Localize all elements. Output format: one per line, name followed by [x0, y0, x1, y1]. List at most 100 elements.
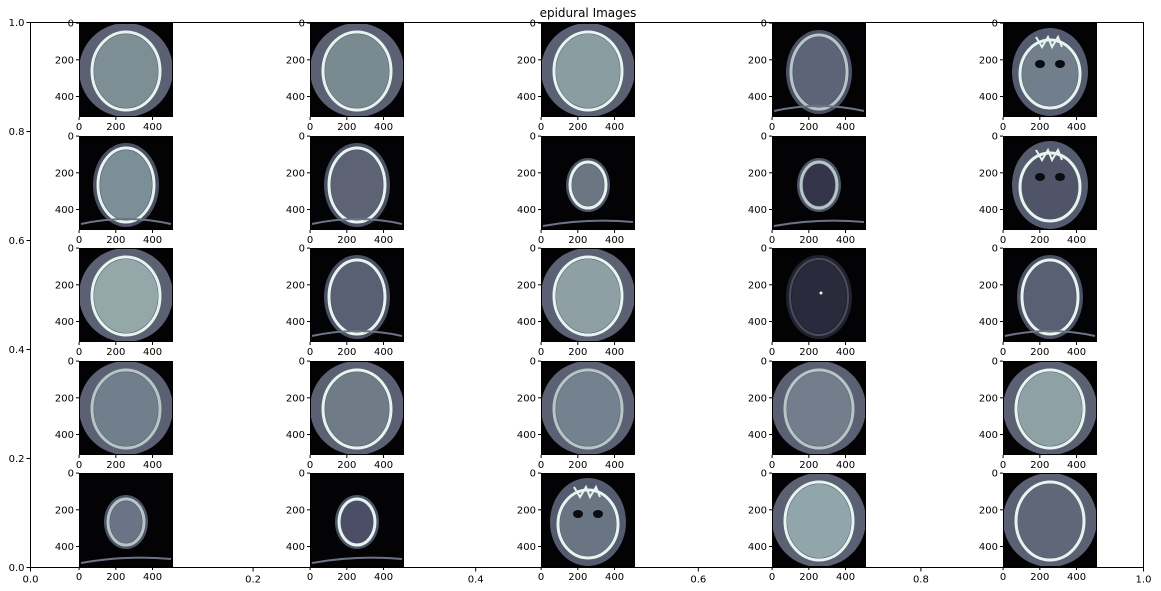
panel-y-tick-label: 0 — [992, 132, 998, 143]
panel-y-tick-label: 200 — [55, 505, 74, 516]
panel-x-tick-label: 400 — [836, 460, 855, 471]
panel-x-tick-label: 0 — [1000, 347, 1006, 358]
panel-y-tick-label: 200 — [517, 55, 536, 66]
image-panel-r4c3: 0 0 200 200 400 400 — [517, 357, 635, 471]
image-panel-r2c4: 0 0 200 200 400 400 — [748, 132, 866, 246]
brain-tissue — [341, 501, 373, 543]
panel-y-tick-label: 200 — [517, 393, 536, 404]
panel-x-tick-label: 200 — [1030, 572, 1049, 583]
brain-tissue — [94, 34, 158, 108]
panel-y-tick-label: 0 — [299, 469, 305, 480]
outer-x-tick-label: 0.2 — [245, 575, 261, 586]
image-panel-r2c1: 0 0 200 200 400 400 — [55, 132, 173, 246]
panel-frame — [79, 136, 173, 230]
panel-y-tick-label: 200 — [55, 168, 74, 179]
skull-outline — [783, 480, 855, 562]
panel-y-tick-label: 0 — [68, 19, 74, 30]
image-panel-r5c1: 0 0 200 200 400 400 — [55, 469, 173, 583]
panel-x-tick-label: 0 — [76, 122, 82, 133]
image-panel-r3c5: 0 0 200 200 400 400 — [979, 244, 1097, 358]
panel-x-tick-label: 400 — [143, 235, 162, 246]
panel-y-tick-label: 200 — [979, 55, 998, 66]
panel-y-tick-label: 200 — [748, 168, 767, 179]
brain-tissue — [1018, 484, 1082, 558]
outer-x-tick-label: 1.0 — [1136, 575, 1152, 586]
panel-x-tick-label: 400 — [1067, 235, 1086, 246]
image-panel-grid: 0020020040040000200200400400002002004004… — [55, 19, 1097, 583]
panel-frame — [310, 473, 404, 567]
panel-y-tick-label: 400 — [748, 205, 767, 216]
panel-y-tick-label: 400 — [55, 317, 74, 328]
image-panel-r4c5: 0 0 200 200 400 400 — [979, 357, 1097, 471]
panel-y-tick-label: 0 — [299, 132, 305, 143]
image-panel-r4c2: 0 0 200 200 400 400 — [286, 357, 404, 471]
panel-y-tick-label: 0 — [530, 132, 536, 143]
panel-x-tick-label: 400 — [143, 460, 162, 471]
skull-outline — [327, 146, 387, 224]
panel-x-tick-label: 400 — [605, 347, 624, 358]
brain-tissue — [331, 262, 383, 332]
panel-x-tick-label: 400 — [1067, 122, 1086, 133]
skull-outline — [1014, 368, 1086, 450]
panel-y-tick-label: 400 — [748, 542, 767, 553]
panel-frame — [1003, 23, 1097, 117]
panel-frame — [310, 248, 404, 342]
brain-tissue — [556, 372, 620, 446]
outer-y-tick-label: 1.0 — [9, 18, 25, 29]
panel-x-tick-label: 0 — [76, 572, 82, 583]
skull-outline — [90, 30, 162, 112]
panel-x-tick-label: 0 — [1000, 235, 1006, 246]
panel-y-tick-label: 400 — [55, 205, 74, 216]
image-panel-r2c2: 0 0 200 200 400 400 — [286, 132, 404, 246]
panel-y-tick-label: 0 — [68, 469, 74, 480]
brain-tissue — [325, 372, 389, 446]
panel-y-tick-label: 0 — [992, 244, 998, 255]
skull-outline — [552, 30, 624, 112]
panel-y-tick-label: 400 — [748, 92, 767, 103]
panel-x-tick-label: 400 — [374, 572, 393, 583]
panel-x-tick-label: 0 — [1000, 122, 1006, 133]
panel-y-tick-label: 400 — [517, 542, 536, 553]
table-arc — [773, 105, 865, 112]
panel-x-tick-label: 0 — [307, 122, 313, 133]
panel-frame — [79, 361, 173, 455]
panel-y-tick-label: 0 — [530, 19, 536, 30]
panel-y-tick-label: 200 — [286, 168, 305, 179]
sinus-cavity — [1035, 173, 1045, 181]
panel-y-tick-label: 0 — [530, 357, 536, 368]
brain-tissue — [110, 501, 142, 543]
image-panel-r3c1: 0 0 200 200 400 400 — [55, 244, 173, 358]
panel-y-tick-label: 400 — [286, 92, 305, 103]
panel-x-tick-label: 0 — [538, 460, 544, 471]
panel-y-tick-label: 400 — [979, 430, 998, 441]
panel-x-tick-label: 200 — [568, 572, 587, 583]
image-panel-r1c2: 0 0 200 200 400 400 — [286, 19, 404, 133]
panel-frame — [1003, 473, 1097, 567]
outer-y-tick-label: 0.8 — [9, 127, 25, 138]
table-arc — [542, 219, 634, 227]
panel-x-tick-label: 0 — [538, 122, 544, 133]
brain-tissue — [100, 150, 152, 220]
panel-x-tick-label: 400 — [1067, 347, 1086, 358]
panel-y-tick-label: 0 — [530, 469, 536, 480]
panel-y-tick-label: 400 — [748, 317, 767, 328]
brain-tissue — [1022, 42, 1078, 106]
figure-title: epidural Images — [540, 6, 637, 20]
skull-outline — [552, 255, 624, 337]
panel-x-tick-label: 400 — [374, 347, 393, 358]
panel-y-tick-label: 200 — [748, 55, 767, 66]
panel-y-tick-label: 400 — [286, 205, 305, 216]
skull-outline — [1020, 258, 1080, 336]
panel-y-tick-label: 0 — [761, 469, 767, 480]
skull-outline — [1014, 480, 1086, 562]
panel-y-tick-label: 400 — [979, 542, 998, 553]
outer-axes-ticks: 0.0 0.2 0.4 0.6 0.8 1.0 0.0 0.2 0.4 0.6 0.8 1.0 — [9, 18, 1152, 586]
skull-outline — [327, 258, 387, 336]
panel-frame — [541, 248, 635, 342]
brain-tissue — [793, 37, 845, 107]
brain-tissue — [1018, 372, 1082, 446]
panel-y-tick-label: 200 — [286, 55, 305, 66]
panel-frame — [1003, 136, 1097, 230]
panel-y-tick-label: 0 — [299, 357, 305, 368]
